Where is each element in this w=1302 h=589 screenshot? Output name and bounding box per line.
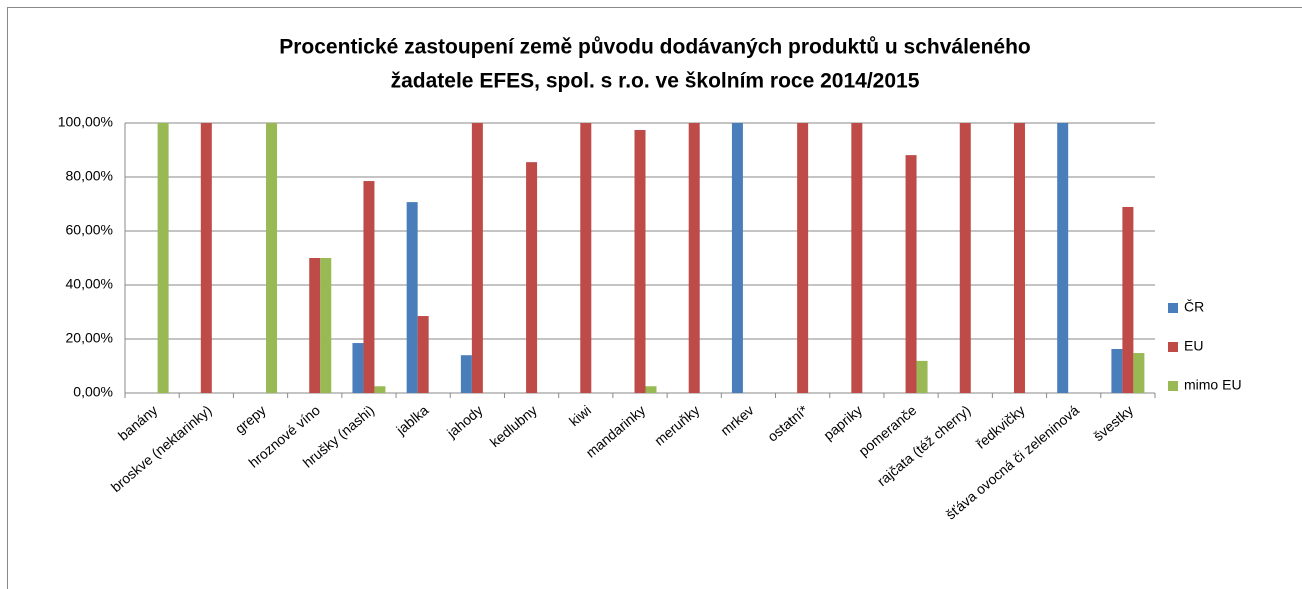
bar — [905, 155, 917, 393]
bar — [200, 123, 212, 393]
bar — [526, 162, 538, 393]
bar — [1133, 353, 1145, 393]
bar — [406, 202, 418, 393]
legend-swatch — [1168, 381, 1178, 391]
bar — [460, 355, 472, 393]
bar — [363, 181, 375, 393]
y-tick-label: 60,00% — [66, 222, 113, 238]
y-tick-label: 100,00% — [58, 114, 113, 130]
bar — [916, 360, 928, 393]
bar — [266, 123, 278, 393]
bar — [959, 123, 971, 393]
bar — [1013, 123, 1025, 393]
bar — [157, 123, 169, 393]
legend-swatch — [1168, 303, 1178, 313]
bar — [851, 123, 863, 393]
bar — [731, 123, 743, 393]
bar — [1122, 206, 1134, 393]
legend-label: mimo EU — [1184, 377, 1242, 393]
y-tick-label: 0,00% — [73, 384, 113, 400]
bar — [1057, 123, 1069, 393]
legend-label: ČR — [1184, 299, 1204, 315]
bar — [688, 123, 700, 393]
bar — [320, 258, 332, 393]
chart-title: Procentické zastoupení země původu dodáv… — [279, 36, 1031, 59]
bar — [580, 123, 592, 393]
y-tick-label: 20,00% — [66, 330, 113, 346]
bar — [471, 123, 483, 393]
y-tick-label: 80,00% — [66, 168, 113, 184]
bar — [374, 386, 386, 393]
chart-title: žadatele EFES, spol. s r.o. ve školním r… — [391, 70, 920, 93]
bar — [1111, 348, 1123, 393]
y-tick-label: 40,00% — [66, 276, 113, 292]
bar — [797, 123, 809, 393]
bar — [645, 386, 657, 393]
legend-label: EU — [1184, 338, 1203, 354]
bar — [352, 343, 364, 393]
bar — [417, 316, 429, 393]
bar — [309, 258, 321, 393]
bar — [634, 130, 646, 393]
chart-frame — [7, 7, 1302, 589]
legend-swatch — [1168, 342, 1178, 352]
